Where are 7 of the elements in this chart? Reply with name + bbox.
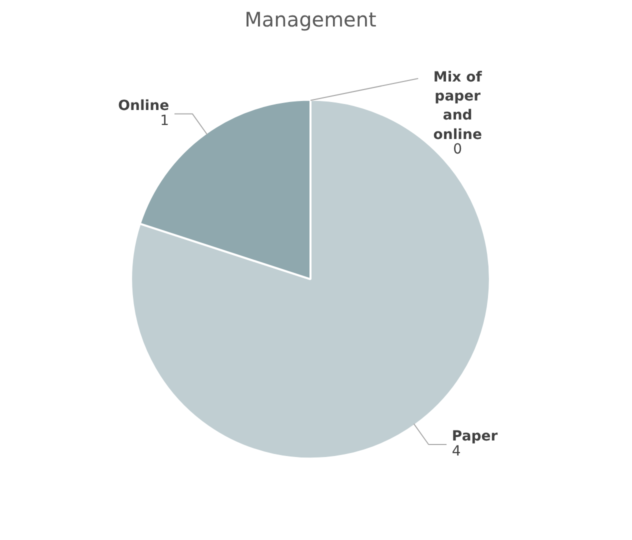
data-label: 1 <box>160 112 170 129</box>
text: 0 <box>453 141 462 158</box>
chart-title: Management <box>244 8 377 32</box>
category-label: Mix of paper and online <box>433 69 482 143</box>
slice-label: Paper <box>452 428 498 445</box>
slice-label: Online <box>118 98 170 114</box>
data-label: 4 <box>452 444 461 460</box>
